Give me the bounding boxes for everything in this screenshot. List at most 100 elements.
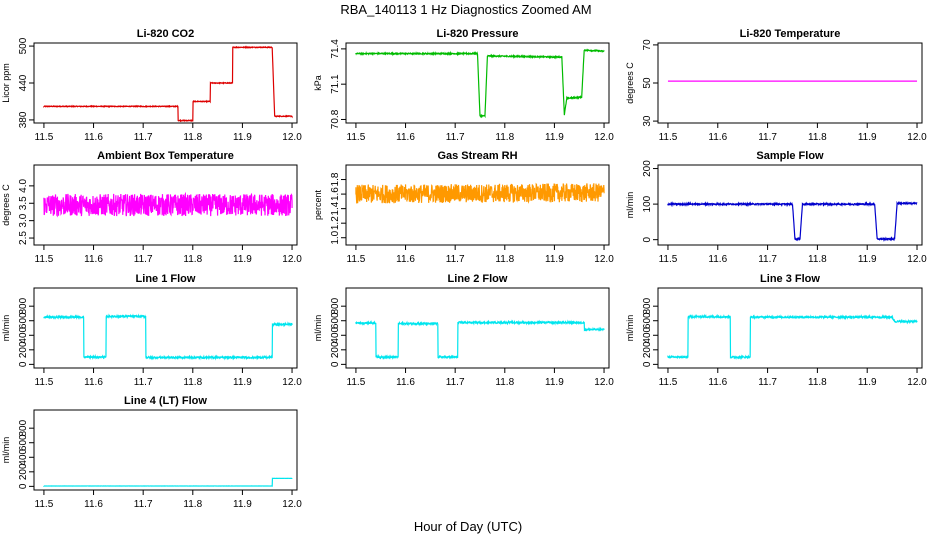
x-tick-label: 11.6 [708,254,727,265]
y-tick-label: 3.5 [18,196,29,210]
x-tick-label: 12.0 [907,377,927,388]
plot-frame [657,164,923,246]
panel-title: Line 3 Flow [760,273,820,285]
y-tick-label: 200 [330,341,341,358]
x-tick-label: 11.9 [545,377,564,388]
x-tick-label: 11.6 [708,377,727,388]
x-tick-label: 11.8 [808,132,827,143]
panel-title: Gas Stream RH [437,150,517,162]
x-tick-label: 11.7 [134,132,153,143]
y-tick-label: 200 [18,341,29,358]
x-tick-label: 12.0 [907,254,927,265]
x-tick-label: 11.5 [35,254,54,265]
y-tick-label: 380 [18,111,29,128]
y-tick-label: 1.8 [330,172,341,186]
y-axis-label: ml/min [625,315,635,342]
chart-panel: Ambient Box Temperature 11.5 11.6 11.7 11.8 1… [1,150,302,265]
y-tick-label: 30 [642,115,653,127]
x-tick-label: 11.9 [858,132,877,143]
y-tick-label: 440 [18,74,29,91]
x-tick-label: 11.9 [858,377,877,388]
x-tick-label: 11.5 [347,377,366,388]
series-line [43,191,293,218]
y-tick-label: 71.1 [330,74,341,94]
y-tick-label: 1.6 [330,187,341,201]
chart-panel: Line 3 Flow 11.5 11.6 11.7 11.8 11.9 12.0 0 2004… [625,273,927,388]
y-tick-label: 0 [642,236,653,242]
x-tick-label: 12.0 [282,499,302,510]
chart-panel: Line 4 (LT) Flow 11.5 11.6 11.7 11.8 11.9 12.0… [1,395,302,510]
x-tick-label: 11.9 [545,132,564,143]
y-tick-label: 800 [642,297,653,314]
x-tick-label: 11.5 [35,377,54,388]
y-tick-label: 600 [18,312,29,329]
x-tick-label: 11.9 [233,377,252,388]
y-tick-label: 0 [18,483,29,489]
y-axis-label: ml/min [1,437,11,464]
x-tick-label: 11.5 [347,254,366,265]
x-tick-label: 11.8 [183,499,202,510]
series-line [43,477,293,487]
series-line [355,48,605,119]
x-tick-label: 12.0 [282,254,302,265]
y-axis-label: degrees C [625,62,635,104]
x-tick-label: 11.7 [134,499,153,510]
y-tick-label: 600 [18,434,29,451]
y-tick-label: 800 [330,297,341,314]
y-tick-label: 50 [642,77,653,89]
x-tick-label: 12.0 [282,377,302,388]
x-tick-label: 11.6 [84,132,103,143]
x-tick-label: 11.5 [659,132,678,143]
y-tick-label: 1.2 [330,216,341,230]
y-tick-label: 200 [18,463,29,480]
y-tick-label: 200 [642,341,653,358]
y-axis-label: percent [313,189,323,220]
y-tick-label: 3.0 [18,213,29,227]
y-tick-label: 0 [642,361,653,367]
y-tick-label: 70 [642,39,653,51]
x-tick-label: 11.9 [858,254,877,265]
x-tick-label: 11.9 [545,254,564,265]
panel-title: Line 1 Flow [136,273,196,285]
x-tick-label: 11.6 [84,377,103,388]
y-tick-label: 600 [330,312,341,329]
chart-panel: Line 1 Flow 11.5 11.6 11.7 11.8 11.9 12.0 0 2004… [1,273,302,388]
x-tick-label: 11.9 [233,499,252,510]
x-tick-label: 11.8 [495,377,514,388]
x-tick-label: 11.7 [134,377,153,388]
plot-frame [657,287,923,369]
x-tick-label: 11.6 [708,132,727,143]
series-line [355,182,605,204]
y-axis-label: degrees C [1,184,11,226]
y-tick-label: 1.0 [330,230,341,244]
panel-title: Li-820 CO2 [137,28,194,40]
x-tick-label: 11.5 [35,499,54,510]
y-tick-label: 400 [330,326,341,343]
y-axis-label: ml/min [313,315,323,342]
x-tick-label: 11.5 [347,132,366,143]
x-tick-label: 12.0 [594,377,614,388]
y-tick-label: 2.5 [18,231,29,245]
x-tick-label: 12.0 [594,132,614,143]
chart-panel: Sample Flow 11.5 11.6 11.7 11.8 11.9 12.0 0 100 2… [625,150,927,265]
chart-panel: Li-820 CO2 11.5 11.6 11.7 11.8 11.9 12.0 380 440… [1,28,302,143]
x-tick-label: 11.8 [808,377,827,388]
panel-title: Li-820 Pressure [437,28,519,40]
chart-panel: Line 2 Flow 11.5 11.6 11.7 11.8 11.9 12.0 0 2004… [313,273,614,388]
panels-group: Li-820 CO2 11.5 11.6 11.7 11.8 11.9 12.0 380 440… [1,28,927,510]
x-tick-label: 11.6 [396,132,415,143]
x-tick-label: 11.8 [183,254,202,265]
main-title: RBA_140113 1 Hz Diagnostics Zoomed AM [340,2,591,17]
x-tick-label: 11.6 [396,254,415,265]
y-axis-label: Licor ppm [1,63,11,103]
x-tick-label: 11.7 [758,132,777,143]
y-tick-label: 800 [18,297,29,314]
panel-title: Ambient Box Temperature [97,150,234,162]
y-tick-label: 400 [18,448,29,465]
x-tick-label: 11.8 [495,254,514,265]
series-line [43,313,293,361]
x-tick-label: 11.8 [495,132,514,143]
y-tick-label: 4.0 [18,178,29,192]
series-line [667,200,918,242]
